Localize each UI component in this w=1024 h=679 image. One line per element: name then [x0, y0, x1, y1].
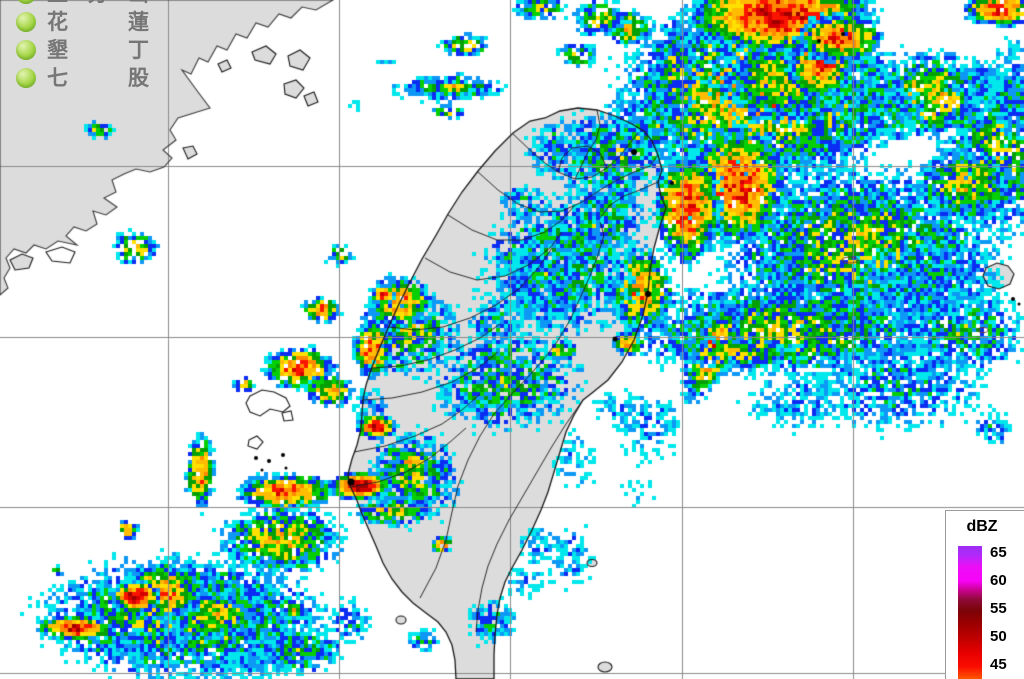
legend-row: 花蓮	[16, 8, 149, 36]
dbz-tick: 45	[990, 656, 1007, 673]
station-label: 花蓮	[47, 10, 149, 34]
station-dot-icon	[16, 0, 36, 4]
dbz-tick: 60	[990, 572, 1007, 589]
station-label: 五分山	[47, 0, 149, 5]
legend-row: 墾丁	[16, 36, 149, 64]
dbz-title: dBZ	[966, 518, 998, 535]
dbz-tick: 65	[990, 544, 1007, 561]
station-label: 墾丁	[47, 38, 149, 62]
station-dot-icon	[16, 68, 36, 88]
station-dot-icon	[16, 40, 36, 60]
dbz-tick: 55	[990, 600, 1007, 617]
legend-row: 五分山	[16, 0, 149, 8]
dbz-legend-panel: dBZ 65 60 55 50 45	[945, 510, 1024, 679]
station-legend: 五分山花蓮墾丁七股	[16, 0, 149, 92]
legend-row: 七股	[16, 64, 149, 92]
dbz-colorbar	[958, 546, 982, 679]
station-dot-icon	[16, 12, 36, 32]
dbz-tick: 50	[990, 628, 1007, 645]
station-label: 七股	[47, 66, 149, 90]
